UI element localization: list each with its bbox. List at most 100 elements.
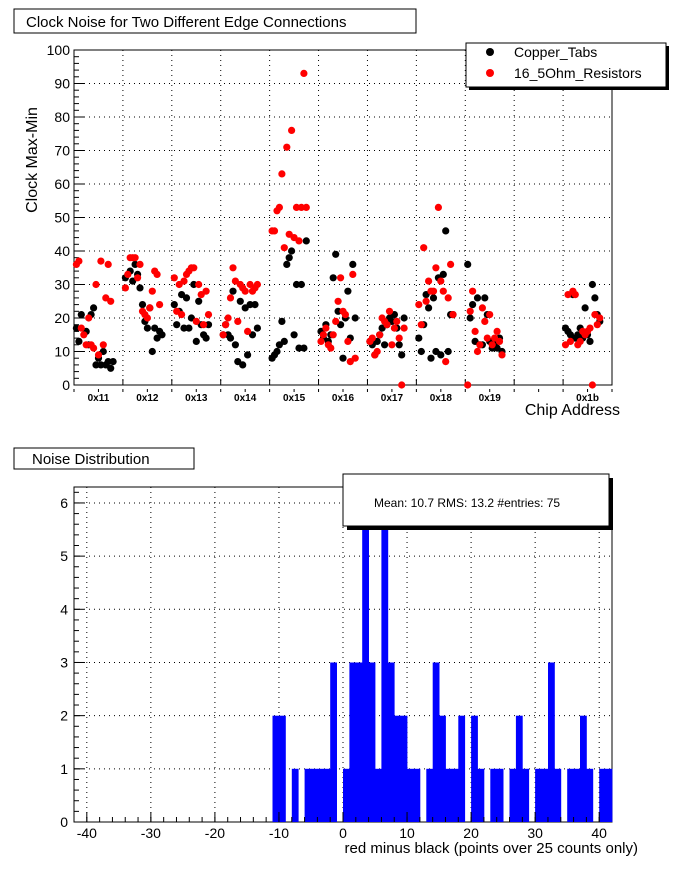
histogram-x-axis: -40 -30 -20 -10 0 10 20 30 40 — [77, 812, 607, 841]
point-copper-tabs — [351, 314, 359, 322]
point-copper-tabs — [107, 364, 115, 372]
point-resistors — [493, 327, 501, 335]
scatter-title: Clock Noise for Two Different Edge Conne… — [26, 14, 346, 31]
point-resistors — [488, 341, 496, 349]
histogram-bar — [343, 768, 350, 822]
point-resistors — [85, 314, 93, 322]
point-resistors — [148, 287, 156, 295]
y-tick-label: 0 — [60, 814, 68, 830]
point-copper-tabs — [244, 351, 252, 359]
point-copper-tabs — [581, 304, 589, 312]
histogram-x-label: red minus black (points over 25 counts o… — [345, 840, 638, 857]
x-tick-label: -10 — [269, 825, 289, 841]
point-copper-tabs — [143, 324, 151, 332]
histogram-bar — [323, 768, 331, 822]
x-tick-label: 0x19 — [479, 393, 502, 404]
point-copper-tabs — [591, 294, 599, 302]
stats-box: Mean: 10.7 RMS: 13.2 #entries: 75 — [342, 473, 613, 530]
point-copper-tabs — [437, 351, 445, 359]
x-tick-label: 0x12 — [136, 393, 159, 404]
y-tick-label: 0 — [62, 377, 70, 393]
histogram-bar — [567, 768, 574, 822]
histogram-y-axis: 0 1 2 3 4 5 6 — [60, 491, 84, 830]
histogram-bar — [394, 715, 401, 822]
point-copper-tabs — [109, 358, 117, 366]
point-resistors — [420, 244, 428, 252]
point-resistors — [136, 260, 144, 268]
point-copper-tabs — [332, 250, 340, 258]
point-copper-tabs — [136, 284, 144, 292]
histogram-bar — [580, 715, 587, 822]
point-resistors — [483, 334, 491, 342]
point-copper-tabs — [253, 324, 261, 332]
point-resistors — [222, 321, 230, 329]
point-resistors — [571, 291, 579, 299]
point-resistors — [390, 324, 398, 332]
point-resistors — [444, 294, 452, 302]
point-resistors — [234, 317, 242, 325]
histogram-bar — [554, 768, 562, 822]
point-resistors — [566, 337, 575, 345]
point-resistors — [180, 277, 188, 285]
legend-marker-resistors — [486, 69, 494, 77]
y-tick-label: 40 — [54, 243, 70, 259]
point-copper-tabs — [231, 341, 239, 349]
point-copper-tabs — [280, 337, 288, 345]
point-resistors — [90, 344, 98, 352]
point-resistors — [204, 311, 213, 319]
x-tick-label: -20 — [205, 825, 225, 841]
point-resistors — [253, 280, 261, 289]
point-copper-tabs — [158, 331, 166, 339]
point-copper-tabs — [290, 331, 298, 339]
point-copper-tabs — [417, 347, 425, 356]
point-copper-tabs — [273, 347, 281, 356]
point-resistors — [478, 304, 486, 312]
point-copper-tabs — [466, 314, 474, 322]
point-resistors — [329, 331, 337, 339]
point-resistors — [190, 264, 198, 272]
point-copper-tabs — [329, 274, 337, 282]
point-copper-tabs — [148, 347, 156, 356]
point-resistors — [388, 341, 396, 349]
point-copper-tabs — [481, 294, 489, 302]
histogram-bar — [381, 503, 389, 822]
point-copper-tabs — [400, 314, 408, 322]
point-copper-tabs — [427, 354, 435, 362]
point-copper-tabs — [288, 247, 296, 255]
point-copper-tabs — [339, 354, 347, 362]
point-resistors — [121, 284, 129, 292]
point-resistors — [332, 317, 340, 325]
point-resistors — [473, 347, 482, 356]
point-copper-tabs — [229, 287, 237, 295]
point-resistors — [349, 270, 357, 278]
point-copper-tabs — [395, 341, 403, 349]
point-resistors — [449, 311, 457, 319]
legend-label-resistors: 16_5Ohm_Resistors — [514, 65, 642, 81]
point-resistors — [153, 270, 161, 278]
point-resistors — [178, 311, 186, 319]
point-copper-tabs — [469, 301, 477, 309]
histogram-bar — [445, 768, 453, 822]
point-copper-tabs — [182, 294, 191, 302]
point-copper-tabs — [297, 280, 305, 289]
x-tick-label: 0x15 — [283, 393, 306, 404]
histogram-bar — [522, 768, 530, 822]
legend-box — [465, 42, 667, 88]
x-tick-label: 0x16 — [332, 393, 355, 404]
point-resistors — [466, 307, 474, 315]
point-resistors — [376, 331, 384, 339]
y-tick-label: 2 — [60, 708, 68, 724]
point-resistors — [586, 324, 594, 332]
histogram-bar — [311, 768, 318, 822]
histogram-bar — [291, 768, 299, 822]
histogram-bar — [605, 768, 613, 822]
point-resistors — [393, 317, 401, 325]
x-tick-label: 30 — [527, 825, 543, 841]
histogram-bar — [432, 662, 440, 822]
point-resistors — [429, 287, 438, 295]
histogram-bar — [490, 768, 498, 822]
x-tick-label: 40 — [591, 825, 607, 841]
point-resistors — [192, 317, 200, 325]
point-resistors — [481, 317, 489, 325]
